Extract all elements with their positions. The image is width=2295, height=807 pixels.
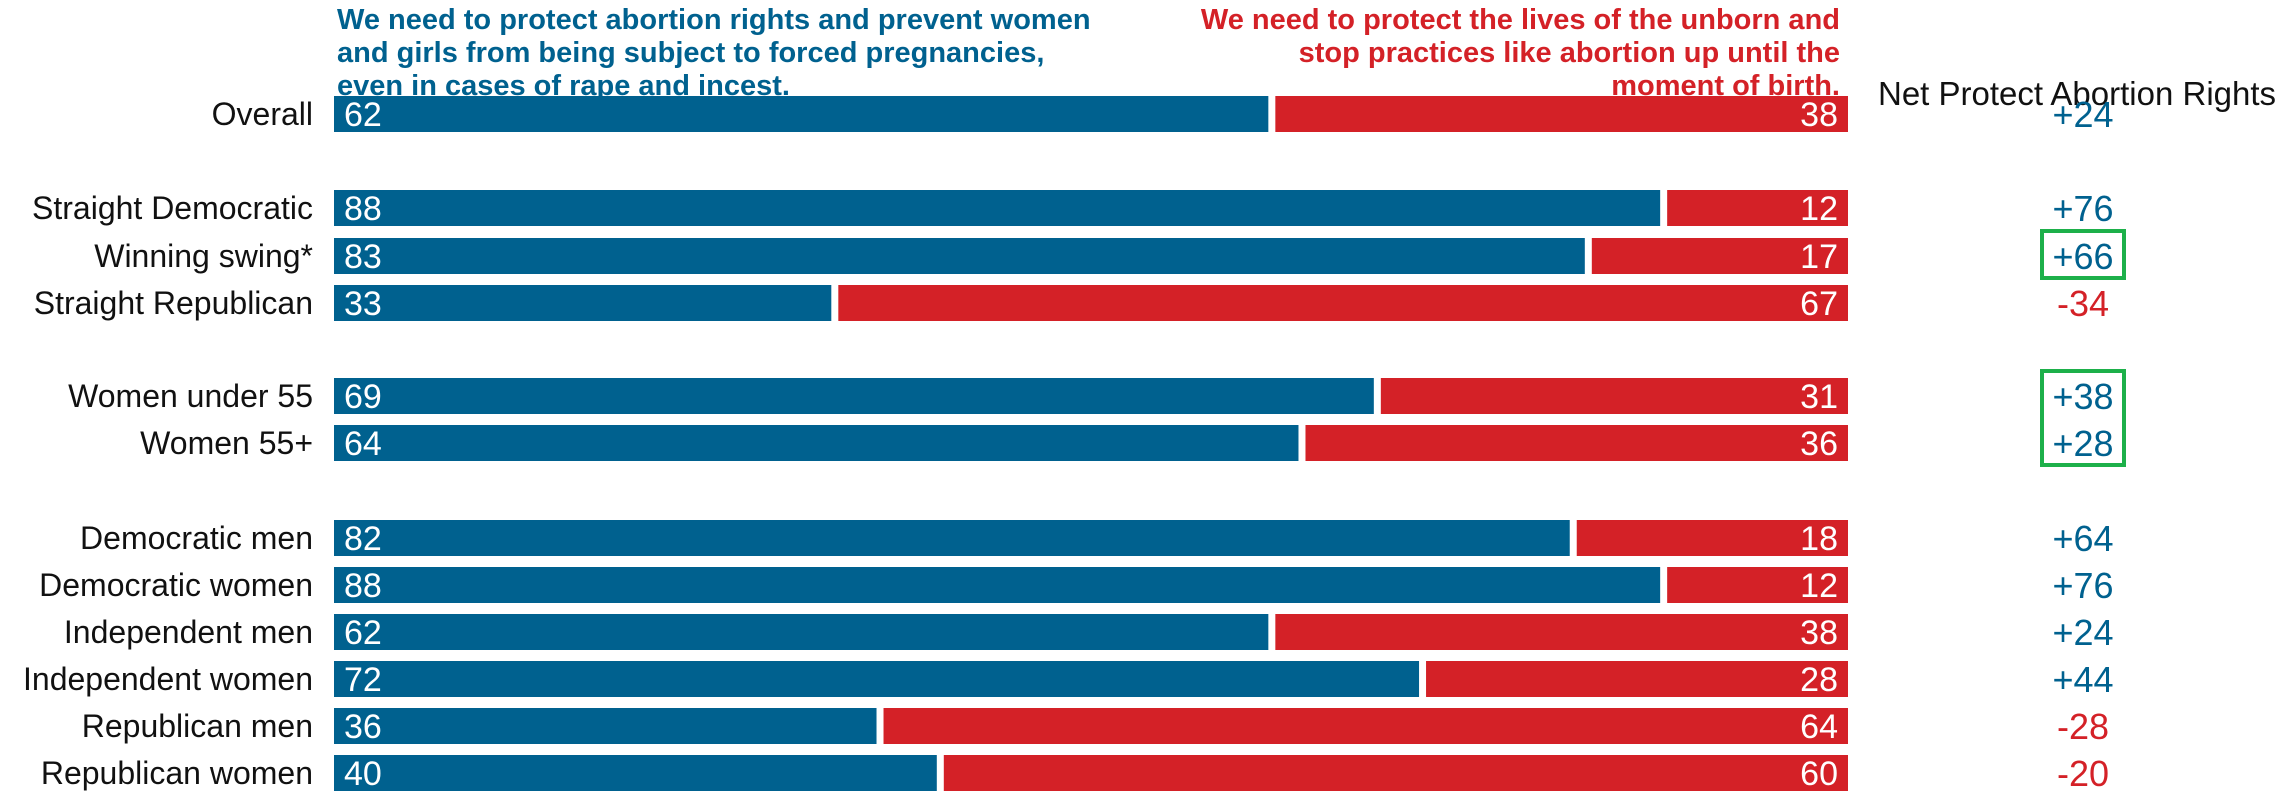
value-label-unborn: 28 [1800,661,1838,699]
net-column-title: Net Protect Abortion Rights [1878,75,2277,112]
value-label-protect: 82 [344,520,382,558]
bar-unborn [883,708,1848,744]
category-label: Straight Democratic [32,190,313,226]
bar-protect [334,614,1269,650]
value-label-protect: 62 [344,96,382,134]
category-label: Women 55+ [140,425,313,461]
bar-unborn [1576,520,1848,556]
bar-protect [334,567,1661,603]
value-label-protect: 88 [344,190,382,228]
category-label: Democratic men [80,520,313,556]
value-label-unborn: 60 [1800,755,1838,793]
net-highlight-box [2040,369,2126,467]
bar-protect [334,661,1420,697]
bar-protect [334,378,1374,414]
value-label-protect: 72 [344,661,382,699]
bar-unborn [1275,614,1848,650]
category-label: Democratic women [39,567,313,603]
bar-protect [334,425,1299,461]
category-label: Independent men [64,614,313,650]
category-label: Independent women [23,661,313,697]
net-value: +76 [2052,188,2113,229]
net-value: -28 [2057,706,2109,747]
net-value: +28 [2052,423,2113,464]
net-value: +66 [2052,236,2113,277]
bar-unborn [1305,425,1848,461]
bar-unborn [1426,661,1848,697]
value-label-unborn: 38 [1800,96,1838,134]
value-label-unborn: 64 [1800,708,1838,746]
net-highlight-box [2040,229,2126,280]
value-label-protect: 69 [344,378,382,416]
value-label-protect: 40 [344,755,382,793]
bar-unborn [1380,378,1848,414]
category-label: Republican men [82,708,313,744]
bar-unborn [838,285,1848,321]
category-label: Winning swing* [94,238,313,274]
value-label-protect: 83 [344,238,382,276]
net-value: +64 [2052,518,2113,559]
bar-unborn [1667,190,1848,226]
net-value: +24 [2052,612,2113,653]
value-label-unborn: 17 [1800,238,1838,276]
net-value: +38 [2052,376,2113,417]
value-label-unborn: 38 [1800,614,1838,652]
bar-unborn [1667,567,1848,603]
right-statement-header: We need to protect the lives of the unbo… [1200,4,1840,102]
bar-unborn [943,755,1848,791]
category-label: Overall [212,96,313,132]
value-label-protect: 33 [344,285,382,323]
bar-unborn [1591,238,1848,274]
value-label-protect: 88 [344,567,382,605]
net-value: +44 [2052,659,2113,700]
bar-protect [334,96,1269,132]
value-label-unborn: 67 [1800,285,1838,323]
bar-protect [334,238,1585,274]
value-label-unborn: 18 [1800,520,1838,558]
net-value: -20 [2057,753,2109,794]
value-label-unborn: 31 [1800,378,1838,416]
bar-protect [334,190,1661,226]
value-label-protect: 36 [344,708,382,746]
bar-protect [334,708,877,744]
net-value: +76 [2052,565,2113,606]
value-label-protect: 64 [344,425,382,463]
category-label: Republican women [41,755,313,791]
value-label-unborn: 12 [1800,567,1838,605]
value-label-unborn: 36 [1800,425,1838,463]
net-value: -34 [2057,283,2109,324]
value-label-unborn: 12 [1800,190,1838,228]
category-label: Straight Republican [34,285,313,321]
bar-unborn [1275,96,1848,132]
left-statement-header: We need to protect abortion rights and p… [337,4,1091,102]
bar-protect [334,520,1570,556]
bar-protect [334,285,832,321]
value-label-protect: 62 [344,614,382,652]
net-value: +24 [2052,94,2113,135]
bar-protect [334,755,937,791]
category-label: Women under 55 [68,378,313,414]
